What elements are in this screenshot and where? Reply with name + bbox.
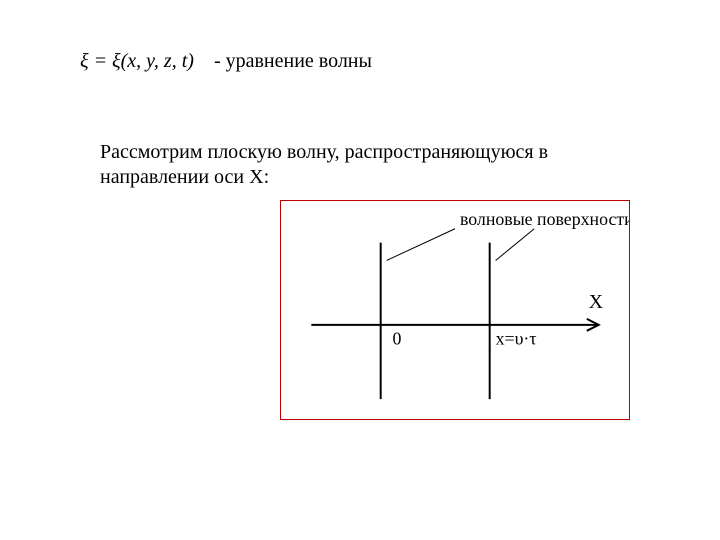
wave-surfaces-label: волновые поверхности <box>460 209 629 229</box>
tick-label-0: 0 <box>393 329 402 349</box>
x-axis-label: X <box>589 291 603 313</box>
body-paragraph: Рассмотрим плоскую волну, распространяющ… <box>100 140 620 190</box>
wave-diagram-svg: Xволновые поверхности 0 x=υ·τ <box>281 201 629 419</box>
wave-equation: ξ = ξ(x, y, z, t) <box>80 50 194 73</box>
page: ξ = ξ(x, y, z, t) - уравнение волны Расс… <box>0 0 720 540</box>
equation-row: ξ = ξ(x, y, z, t) - уравнение волны <box>80 50 372 73</box>
callout-line-1 <box>496 229 535 261</box>
wave-diagram: Xволновые поверхности 0 x=υ·τ <box>280 200 630 420</box>
equation-caption: - уравнение волны <box>214 50 372 73</box>
callout-line-0 <box>387 229 455 261</box>
tick-label-1: x=υ·τ <box>496 329 537 349</box>
